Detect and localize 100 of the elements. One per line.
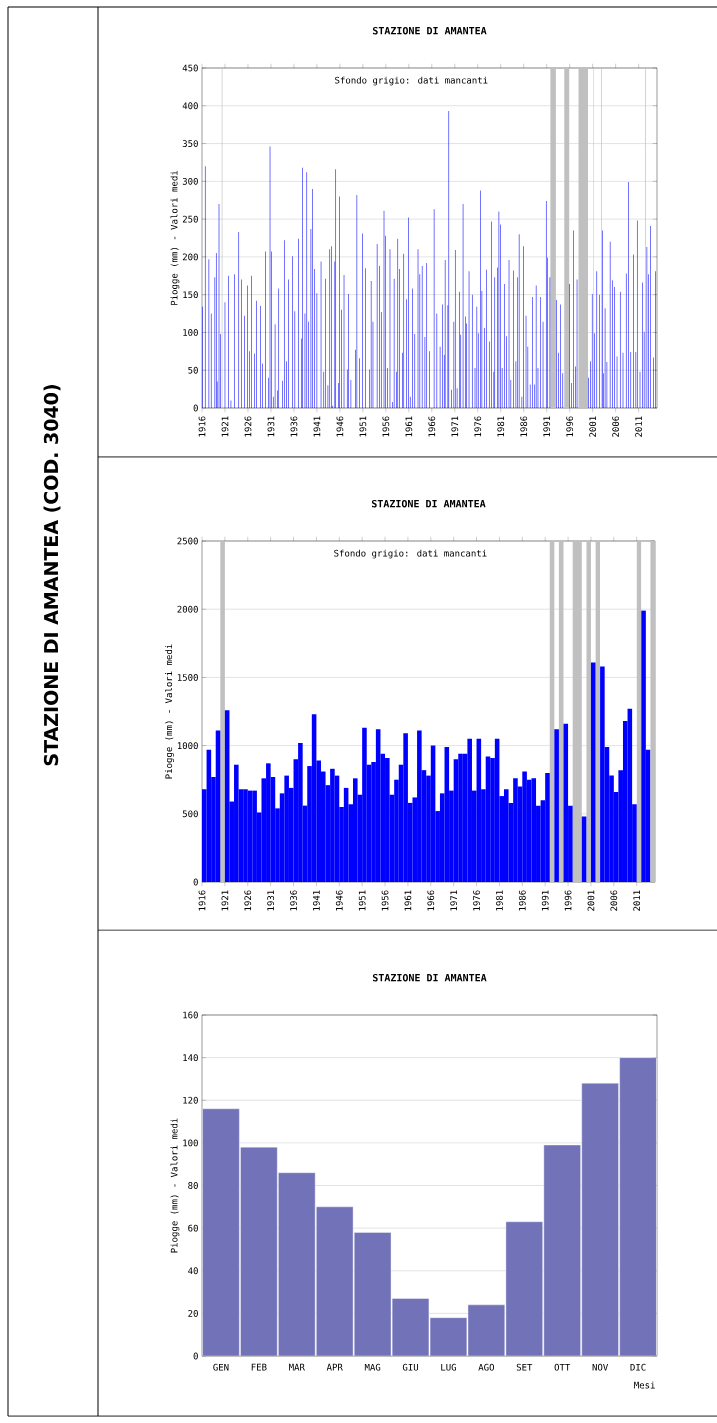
y-tick-label: 0 (193, 404, 198, 412)
x-tick-label: APR (326, 1363, 343, 1371)
chart-title: STAZIONE DI AMANTEA (372, 26, 487, 35)
x-tick-label: 1946 (335, 890, 343, 911)
x-tick-label: 1941 (313, 416, 321, 437)
x-tick-label: 1976 (474, 416, 482, 437)
x-tick-label: 1936 (290, 416, 298, 437)
y-tick-label: 40 (188, 1267, 198, 1275)
y-tick-label: 100 (183, 329, 198, 336)
x-tick-label: 2006 (610, 890, 618, 911)
bar (330, 768, 335, 883)
x-tick-label: 1916 (198, 890, 206, 911)
x-tick-label: 2011 (635, 416, 643, 437)
y-tick-label: 160 (183, 1011, 198, 1019)
y-tick-label: 0 (193, 1352, 198, 1360)
bar (243, 789, 248, 883)
y-tick-label: 1500 (177, 674, 198, 681)
x-tick-label: 1996 (566, 416, 574, 437)
x-tick-label: 1931 (267, 890, 275, 911)
bar (458, 753, 463, 883)
y-tick-label: 450 (182, 64, 198, 72)
y-tick-label: 400 (182, 102, 198, 110)
y-tick-label: 120 (183, 1096, 198, 1104)
x-tick-label: 2011 (633, 890, 641, 911)
y-tick-label: 500 (182, 810, 198, 818)
x-tick-label: NOV (592, 1363, 609, 1371)
x-tick-label: 1916 (198, 416, 206, 437)
x-tick-label: 1926 (244, 890, 252, 911)
x-tick-label: 1921 (221, 416, 229, 437)
bar (316, 1206, 354, 1357)
x-tick-label: GIU (402, 1363, 419, 1371)
y-tick-label: 150 (183, 291, 198, 299)
bar (467, 1304, 505, 1357)
y-tick-label: 50 (188, 366, 198, 374)
y-axis-title: Piogge (mm) - Valori medi (170, 170, 180, 305)
y-tick-label: 20 (188, 1309, 198, 1317)
x-tick-label: 1986 (520, 416, 528, 437)
y-axis-title: Piogge (mm) - Valori medi (165, 644, 174, 779)
chart-title: STAZIONE DI AMANTEA (371, 499, 486, 508)
x-tick-label: 1971 (451, 416, 459, 437)
x-tick-label: 1936 (290, 890, 297, 911)
x-tick-label: 1946 (336, 416, 344, 437)
x-tick-label: 1971 (450, 890, 458, 911)
bar (252, 790, 257, 883)
bar (240, 1147, 278, 1357)
x-tick-label: OTT (554, 1363, 571, 1371)
bar (278, 1172, 316, 1357)
y-tick-label: 200 (182, 253, 198, 261)
y-tick-label: 100 (183, 1139, 198, 1147)
bar (543, 1145, 581, 1357)
annotation: Sfondo grigio: dati mancanti (335, 76, 488, 86)
annotation: Sfondo grigio: dati mancanti (334, 549, 487, 559)
x-tick-label: 1931 (267, 416, 275, 437)
y-tick-label: 300 (182, 177, 198, 185)
y-tick-label: 60 (188, 1224, 198, 1232)
x-tick-label: 1966 (427, 890, 435, 911)
bar (505, 1221, 543, 1357)
x-tick-label: 1921 (221, 890, 229, 911)
x-tick-label: 1956 (381, 890, 389, 911)
x-tick-label: 1981 (496, 890, 503, 911)
bar (619, 1057, 657, 1357)
bar (392, 1298, 429, 1357)
x-tick-label: 1966 (428, 416, 436, 437)
x-tick-label: LUG (441, 1363, 457, 1371)
text: STAZIONE DI AMANTEA (COD. 3040) (43, 385, 61, 766)
x-tick-label: DIC (630, 1363, 646, 1371)
y-tick-label: 80 (188, 1182, 198, 1189)
x-tick-label: GEN (213, 1363, 229, 1371)
x-tick-label: 2006 (612, 416, 620, 437)
bar (202, 1108, 240, 1357)
x-tick-label: 1991 (543, 416, 551, 437)
x-tick-label: 1961 (404, 890, 412, 911)
x-axis-title: Mesi (634, 1381, 655, 1389)
x-tick-label: 1976 (473, 890, 480, 911)
x-tick-label: 1951 (358, 890, 366, 911)
x-tick-label: 1981 (497, 416, 505, 437)
x-tick-label: FEB (251, 1363, 267, 1371)
y-axis-title: Piogge (mm) - Valori medi (170, 1118, 180, 1253)
bar (545, 772, 550, 883)
bar (581, 1083, 619, 1357)
x-tick-label: 1941 (312, 890, 320, 911)
y-tick-label: 0 (193, 878, 198, 886)
x-tick-label: 2001 (587, 890, 595, 911)
bar (513, 778, 518, 883)
bar (362, 727, 367, 883)
y-tick-label: 350 (182, 140, 198, 147)
bar (522, 771, 527, 883)
x-tick-label: MAG (364, 1363, 381, 1371)
x-tick-label: 1956 (382, 416, 390, 437)
x-tick-label: 1991 (541, 890, 549, 911)
x-tick-label: 1996 (564, 890, 572, 911)
y-tick-label: 2500 (177, 537, 198, 545)
y-tick-label: 140 (183, 1054, 198, 1062)
x-tick-label: MAR (289, 1363, 305, 1371)
y-tick-label: 1000 (177, 742, 198, 750)
x-tick-label: 1926 (244, 416, 252, 437)
x-tick-label: AGO (478, 1363, 494, 1371)
x-tick-label: 1961 (405, 416, 413, 437)
bar (298, 742, 303, 883)
chart-title: STAZIONE DI AMANTEA (372, 973, 487, 982)
